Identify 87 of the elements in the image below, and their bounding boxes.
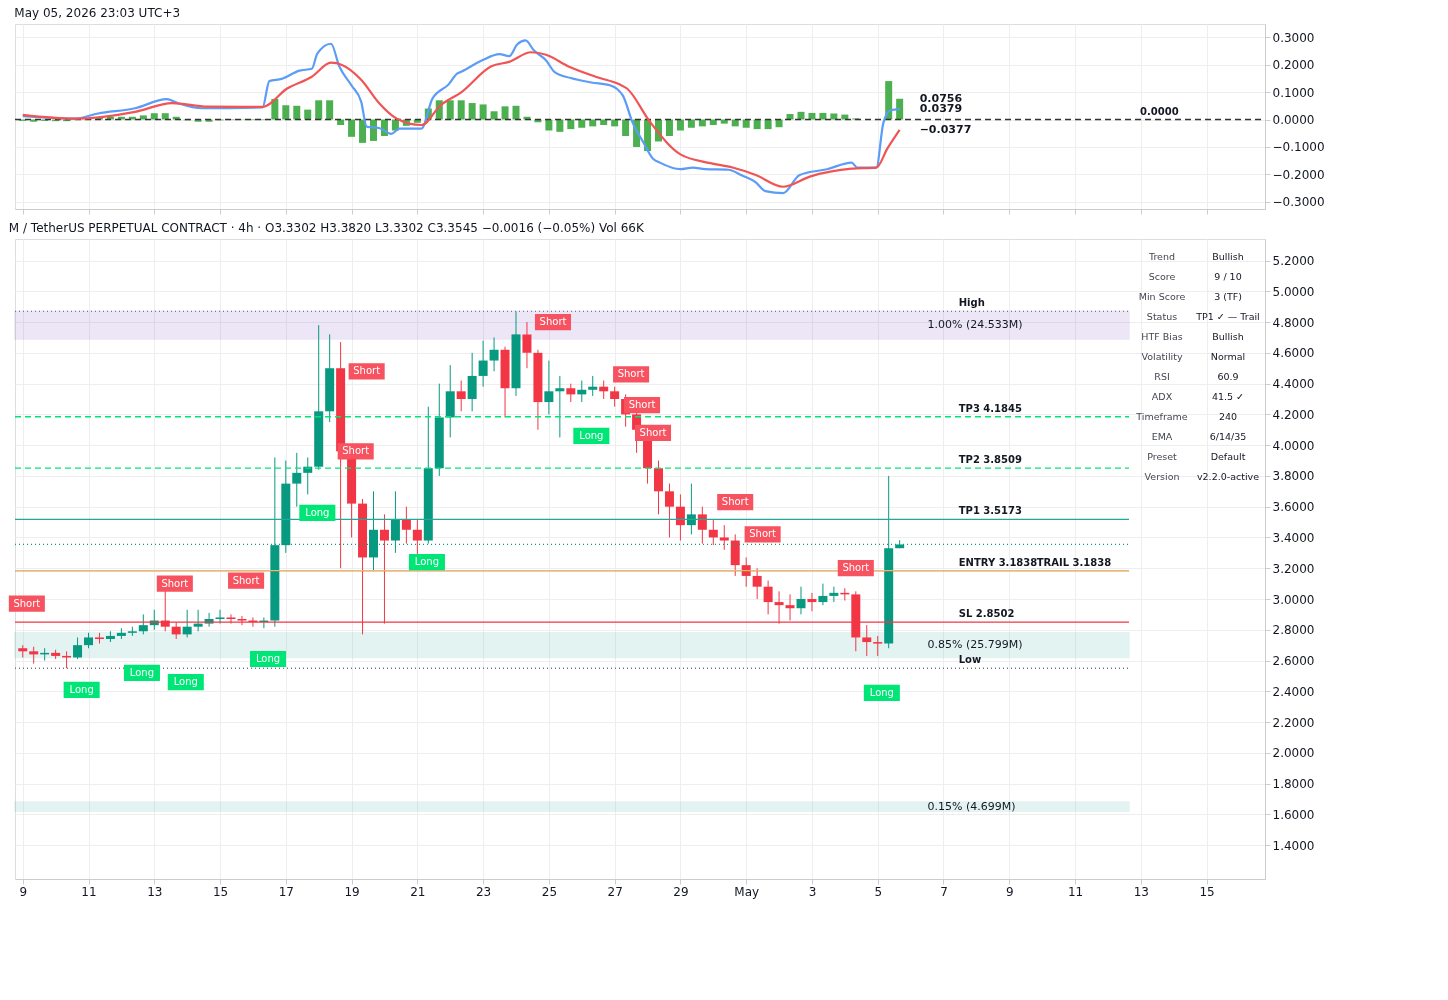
y-tick-label: 1.4000 xyxy=(1272,838,1315,853)
annotation: Normal xyxy=(1210,351,1246,362)
y-tick-label: 4.8000 xyxy=(1272,315,1315,330)
text: May 05, 2026 23:03 UTC+3 xyxy=(14,6,181,20)
annotation: 60.9 xyxy=(1217,371,1239,382)
x-tick-label: 11 xyxy=(81,884,97,899)
annotation: HTF Bias xyxy=(1141,331,1183,342)
x-tick-label: 3 xyxy=(808,884,817,899)
y-tick-label: 4.0000 xyxy=(1272,438,1315,453)
y-tick-label: −0.1000 xyxy=(1272,140,1325,155)
annotation: Timeframe xyxy=(1135,411,1188,422)
y-tick-label: 3.8000 xyxy=(1272,469,1315,484)
annotation: 9 / 10 xyxy=(1214,271,1242,282)
x-tick-label: 13 xyxy=(1133,884,1149,899)
y-tick-label: 4.6000 xyxy=(1272,346,1315,361)
annotation: Status xyxy=(1146,311,1178,322)
x-tick-label: 9 xyxy=(19,884,28,899)
y-tick-label: 2.4000 xyxy=(1272,684,1315,699)
annotation: −0.0377 xyxy=(919,122,972,136)
y-tick-label: 3.0000 xyxy=(1272,592,1315,607)
y-tick-label: 1.6000 xyxy=(1272,807,1315,822)
x-tick-label: 5 xyxy=(874,884,883,899)
annotation: Default xyxy=(1210,451,1246,462)
ref-line-label: TP3 4.1845 xyxy=(958,402,1022,414)
annotation: 3 (TF) xyxy=(1214,291,1242,302)
x-tick-label: 23 xyxy=(475,884,492,899)
x-tick-label: 7 xyxy=(940,884,948,899)
annotation: 0.0379 xyxy=(919,102,963,116)
y-tick-label: 0.1000 xyxy=(1272,85,1315,100)
y-tick-label: 1.8000 xyxy=(1272,777,1315,792)
annotation: Trend xyxy=(1148,251,1175,262)
annotation: ADX xyxy=(1151,391,1173,402)
x-tick-label: 11 xyxy=(1067,884,1084,899)
annotation: Min Score xyxy=(1138,291,1186,302)
annotation: 41.5 ✓ xyxy=(1211,391,1245,402)
y-tick-label: 3.4000 xyxy=(1272,530,1315,545)
annotation: Bullish xyxy=(1212,331,1244,342)
annotation: 6/14/35 xyxy=(1209,431,1247,442)
y-tick-label: 0.3000 xyxy=(1272,30,1315,45)
y-tick-label: 2.6000 xyxy=(1272,654,1315,669)
y-tick-label: 0.2000 xyxy=(1272,58,1315,73)
y-tick-label: 2.8000 xyxy=(1272,623,1315,638)
x-tick-label: 21 xyxy=(410,884,426,899)
annotation: Volatility xyxy=(1141,351,1183,362)
ref-line-label: Low xyxy=(958,654,982,666)
annotation: EMA xyxy=(1151,431,1173,442)
annotation: TP1 ✓ — Trail xyxy=(1195,311,1260,322)
y-tick-label: 5.0000 xyxy=(1272,284,1315,299)
x-tick-label: 25 xyxy=(541,884,558,899)
y-tick-label: 3.6000 xyxy=(1272,500,1315,515)
annotation: Preset xyxy=(1147,451,1178,462)
y-tick-label: 0.0000 xyxy=(1272,113,1315,128)
ref-line-label: ENTRY 3.1838 xyxy=(958,556,1038,568)
band-label: 0.85% (25.799M) xyxy=(927,638,1023,652)
y-tick-label: 3.2000 xyxy=(1272,561,1315,576)
annotation: 240 xyxy=(1218,411,1238,422)
ref-line-label: TP2 3.8509 xyxy=(958,454,1022,466)
y-tick-label: −0.2000 xyxy=(1272,167,1325,182)
x-tick-label: 15 xyxy=(1199,884,1215,899)
y-tick-label: −0.3000 xyxy=(1272,195,1325,210)
y-tick-label: 2.0000 xyxy=(1272,746,1315,761)
y-tick-label: 5.2000 xyxy=(1272,254,1315,269)
annotation: Version xyxy=(1144,471,1180,482)
ref-line-label: High xyxy=(958,297,985,309)
band-label: 1.00% (24.533M) xyxy=(927,318,1023,332)
ref-line-label: SL 2.8502 xyxy=(958,608,1015,620)
annotation: RSI xyxy=(1154,371,1170,382)
x-tick-label: 29 xyxy=(673,884,689,899)
annotation: Score xyxy=(1148,271,1176,282)
ref-line-label: TRAIL 3.1838 xyxy=(1036,556,1112,568)
x-tick-label: 17 xyxy=(278,884,294,899)
ref-line-label: 0.0000 xyxy=(1140,105,1179,117)
y-tick-label: 4.4000 xyxy=(1272,377,1315,392)
y-tick-label: 2.2000 xyxy=(1272,715,1315,730)
ref-line-label: TP1 3.5173 xyxy=(958,505,1022,517)
x-tick-label: 9 xyxy=(1005,884,1014,899)
annotation: Bullish xyxy=(1212,251,1244,262)
x-tick-label: May xyxy=(734,884,760,899)
x-tick-label: 19 xyxy=(344,884,360,899)
chart-title: M / TetherUS PERPETUAL CONTRACT · 4h · O3.3302 H3.3820 L3.3302 C3.3545 −0.0016 (−0.05%) Vol 66K xyxy=(8,221,645,235)
x-tick-label: 13 xyxy=(147,884,163,899)
band-label: 0.15% (4.699M) xyxy=(927,799,1016,813)
annotation: 0.0756 xyxy=(919,91,963,105)
x-tick-label: 15 xyxy=(212,884,229,899)
annotation: v2.2.0-active xyxy=(1196,471,1260,482)
x-tick-label: 27 xyxy=(607,884,623,899)
y-tick-label: 4.2000 xyxy=(1272,407,1315,422)
